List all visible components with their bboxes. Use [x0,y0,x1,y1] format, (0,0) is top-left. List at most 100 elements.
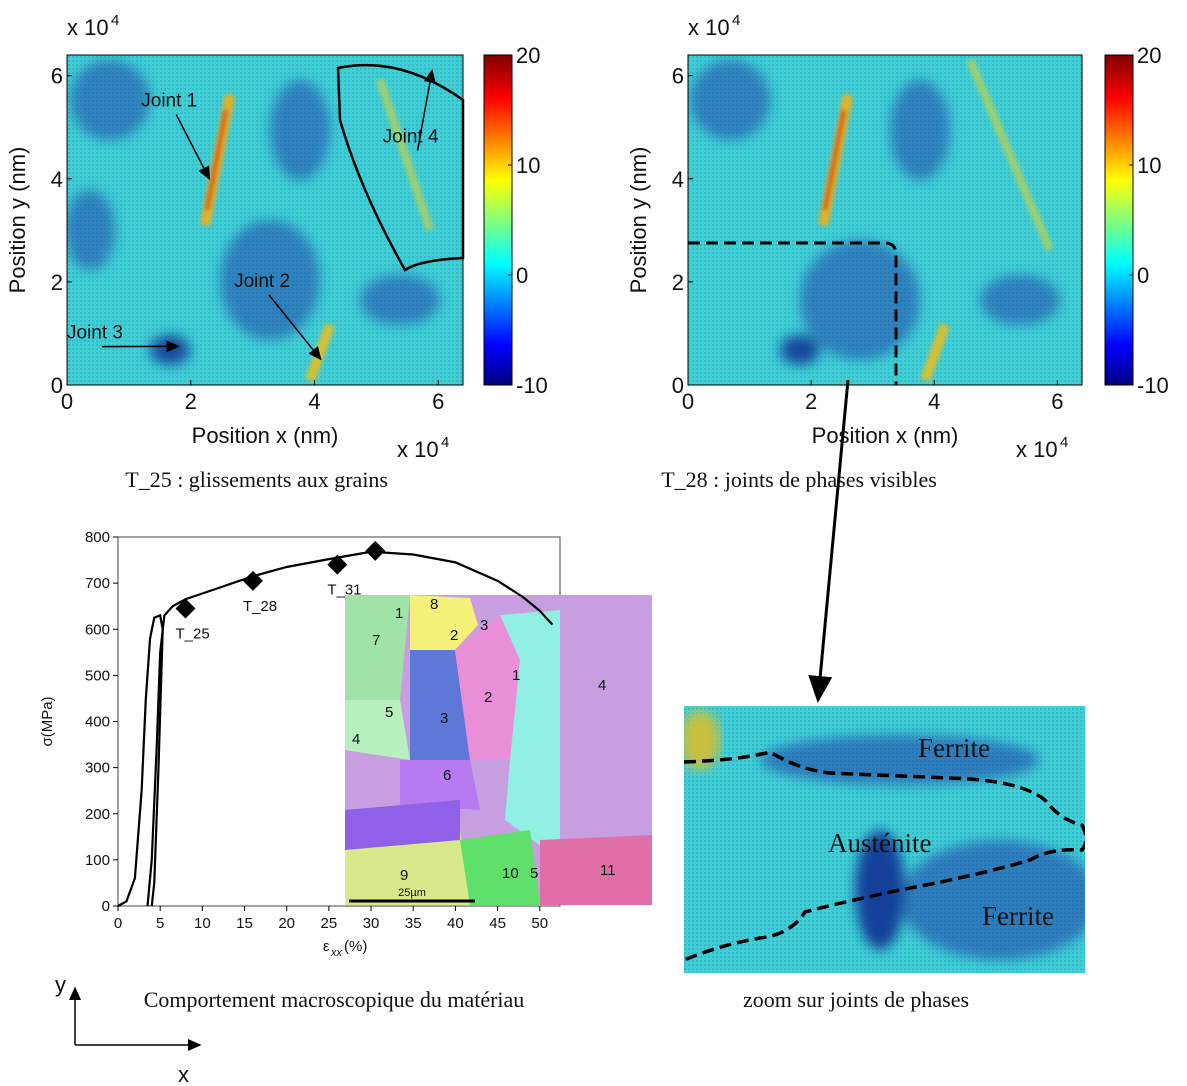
grain-label: 7 [372,632,380,649]
x-exponent: x 10 [1016,437,1058,462]
y-tick-label: 2 [672,270,684,295]
colorbar [1104,54,1134,386]
x-tick-label: 45 [489,915,506,932]
phase-label: Ferrite [918,733,990,763]
y-exponent-power: 4 [111,12,119,29]
annotation: Joint 2 [234,271,290,292]
axis-icon-y: y [55,972,66,997]
annotation: Joint 1 [141,91,197,112]
grain-label: 9 [400,867,408,884]
x-tick-label: 25 [321,915,338,932]
ebsd-inset [345,595,652,905]
annotation: Joint 3 [67,323,123,344]
curve [117,613,164,907]
grain-label: 10 [502,865,519,882]
x-tick-label: 5 [156,915,164,932]
grain-label: 5 [385,704,393,721]
annotation-arrow [268,294,322,361]
colorbar-tick-label: 20 [1137,43,1161,68]
colorbar-tick-label: 20 [516,43,540,68]
y-tick-label: 0 [102,898,110,915]
x-axis-label: Position x (nm) [812,423,959,448]
grain-label: 6 [443,767,451,784]
y-tick-label: 200 [85,806,110,823]
annotation-arrow [416,68,436,151]
grain-label-red: 3 [480,617,488,634]
y-tick-label: 400 [85,714,110,731]
x-tick-label: 2 [185,389,197,414]
caption: Comportement macroscopique du matériau [144,987,525,1012]
x-tick-label: 4 [308,389,320,414]
y-tick-label: 4 [672,167,684,192]
annotation-arrow [175,114,210,181]
grain-label-red: 4 [352,731,360,748]
x-tick-label: 35 [405,915,422,932]
caption: zoom sur joints de phases [743,987,969,1012]
x-tick-label: 30 [363,915,380,932]
y-tick-label: 2 [51,270,63,295]
x-tick-label: 20 [278,915,295,932]
x-axis-label: Position x (nm) [192,423,339,448]
colorbar-tick-label: -10 [1137,373,1169,398]
colorbar-tick-label: 10 [516,153,540,178]
marker [365,540,386,561]
heatmap-2 [688,55,1082,385]
colorbar-tick-label: 0 [1137,263,1149,288]
y-tick-label: 6 [51,64,63,89]
scale-bar-label: 25µm [398,887,426,899]
phase-label: Ferrite [982,901,1054,931]
grain-label-red: 5 [530,865,538,882]
marker [327,554,348,575]
plot-frame [66,54,464,386]
grain-label-red: 2 [450,627,458,644]
colorbar [483,54,513,386]
grain-label: 11 [600,862,616,879]
marker [242,570,263,591]
axis-icon-x: x [178,1062,189,1086]
x-tick-label: 4 [928,389,940,414]
y-tick-label: 300 [85,760,110,777]
colorbar-tick-label: -10 [516,373,548,398]
x-tick-label: 2 [805,389,817,414]
y-exponent: x 10 [688,15,730,40]
y-axis-label: σ(MPa) [39,696,56,746]
x-tick-label: 15 [236,915,253,932]
y-tick-label: 0 [672,373,684,398]
y-axis-label: Position y (nm) [626,147,651,294]
x-exponent: x 10 [397,437,439,462]
x-tick-label: 0 [682,389,694,414]
y-tick-label: 6 [672,64,684,89]
y-tick-label: 100 [85,852,110,869]
grain-label: 8 [430,596,438,613]
heatmap-1 [67,55,463,385]
y-exponent: x 10 [67,15,109,40]
y-tick-label: 0 [51,373,63,398]
curve [146,550,554,907]
y-exponent-power: 4 [732,12,740,29]
marker-label: T_31 [327,582,361,599]
x-tick-label: 50 [531,915,548,932]
axes-icon [69,986,202,1051]
y-tick-label: 4 [51,167,63,192]
y-tick-label: 800 [85,529,110,546]
colorbar-tick-label: 10 [1137,153,1161,178]
caption: T_28 : joints de phases visibles [661,467,937,492]
y-axis-label: Position y (nm) [5,147,30,294]
grain-label: 2 [484,689,492,706]
x-tick-label: 10 [194,915,211,932]
colorbar-tick-label: 0 [516,263,528,288]
x-tick-label: 6 [1051,389,1063,414]
annotation: Joint 4 [383,127,439,148]
zoom-image [684,706,1085,973]
region-outline [336,63,465,272]
grain-label: 1 [512,667,520,684]
caption: T_25 : glissements aux grains [125,467,388,492]
phase-label: Austénite [828,828,931,858]
grain-label: 3 [440,710,448,727]
grain-label-red: 1 [395,605,403,622]
x-exponent-power: 4 [1060,434,1068,451]
x-tick-label: 0 [114,915,122,932]
y-tick-label: 600 [85,621,110,638]
x-tick-label: 6 [432,389,444,414]
marker-label: T_25 [175,625,209,642]
